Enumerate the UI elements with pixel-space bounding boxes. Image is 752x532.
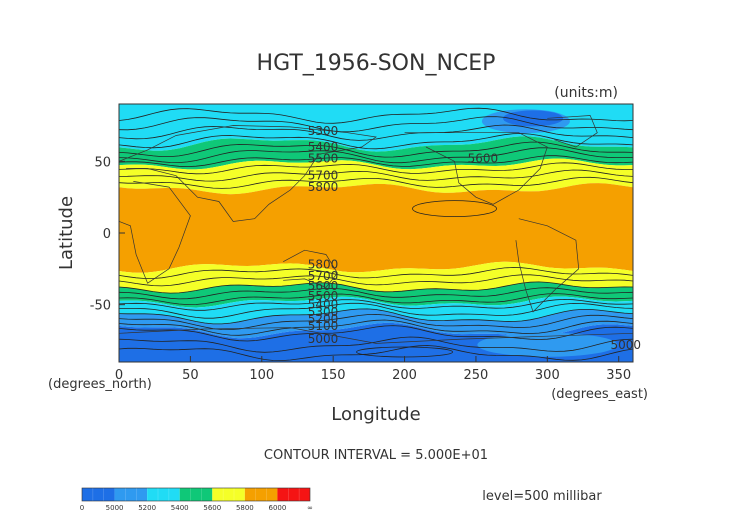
colorbar-label: 6000 — [269, 504, 287, 512]
contour-label: 5500 — [308, 289, 339, 303]
contour-line — [119, 319, 633, 336]
contour-line — [119, 267, 633, 279]
contour-line — [119, 274, 633, 287]
y-tick-label: 0 — [103, 227, 111, 242]
color-bands — [119, 104, 633, 362]
contour-line — [119, 155, 633, 168]
contour-line — [119, 107, 633, 124]
contour-label: 5600 — [308, 279, 339, 293]
contour-label: 5000 — [308, 332, 339, 346]
coastline — [515, 218, 580, 313]
colorbar-segment — [212, 488, 245, 501]
contour-line — [119, 302, 633, 319]
coastline — [119, 181, 191, 284]
colorbar-frame — [81, 487, 311, 502]
contour-label: 5100 — [308, 319, 339, 333]
contour-label: 5700 — [308, 269, 339, 283]
x-tick-label: 0 — [115, 368, 123, 383]
contour-line — [119, 336, 633, 353]
x-axis-label: Longitude — [331, 404, 421, 425]
contour-label: 5400 — [308, 140, 339, 154]
contour-line — [119, 281, 633, 294]
colorbar-segment — [244, 488, 278, 501]
contour-label: 5600 — [468, 151, 499, 165]
color-band — [119, 308, 633, 339]
contour-label: 5300 — [308, 305, 339, 319]
x-tick-label: 100 — [249, 368, 274, 383]
contour-label: 5800 — [308, 258, 339, 272]
contour-line — [119, 308, 633, 325]
x-unit-label: (degrees_east) — [551, 387, 648, 402]
coastlines — [119, 115, 633, 344]
level-note: level=500 millibar — [482, 489, 602, 504]
contour-line — [119, 293, 633, 306]
chart-title: HGT_1956-SON_NCEP — [257, 51, 496, 76]
x-tick-label: 250 — [464, 368, 489, 383]
coastline — [119, 125, 377, 222]
colorbar-segment — [277, 488, 310, 501]
y-axis-ticks: -50 0 50 — [90, 155, 125, 314]
x-tick-label: 200 — [392, 368, 417, 383]
contour-line — [119, 169, 633, 182]
coastline — [404, 132, 548, 205]
contour-label: 5000 — [610, 338, 641, 352]
contour-line — [119, 313, 633, 331]
color-band — [119, 183, 633, 273]
contour-line — [119, 325, 633, 342]
x-tick-label: 350 — [606, 368, 631, 383]
colorbar: 0 5000 5200 5400 5600 5800 6000 ∞ — [80, 487, 313, 512]
contour-label: 5200 — [308, 312, 339, 326]
colorbar-label: 5200 — [138, 504, 156, 512]
coastline — [119, 327, 633, 344]
contour-line — [119, 176, 633, 189]
contour-line — [119, 141, 633, 158]
x-tick-label: 50 — [182, 368, 199, 383]
contour-label: 5500 — [308, 151, 339, 165]
y-axis-label: Latitude — [56, 196, 77, 270]
colorbar-segment — [82, 488, 115, 501]
colorbar-label: 5600 — [203, 504, 221, 512]
contour-closed — [412, 200, 497, 218]
colorbar-label: 5800 — [236, 504, 254, 512]
colorbar-segment — [114, 488, 148, 501]
colorbar-label: 5400 — [171, 504, 189, 512]
contour-label: 5400 — [308, 298, 339, 312]
colorbar-label: ∞ — [307, 504, 313, 512]
contour-interval-note: CONTOUR INTERVAL = 5.000E+01 — [264, 448, 488, 463]
coastline — [283, 249, 338, 288]
antarctic-rim — [477, 332, 618, 357]
contour-line — [119, 124, 633, 141]
colorbar-segment — [179, 488, 213, 501]
colorbar-label: 0 — [80, 504, 84, 512]
colorbar-segment — [147, 488, 180, 501]
y-tick-label: -50 — [90, 299, 111, 314]
x-tick-label: 300 — [535, 368, 560, 383]
x-axis-ticks: 0 50 100 150 200 250 300 350 — [115, 356, 631, 383]
coastline — [547, 115, 598, 148]
units-label: (units:m) — [554, 85, 618, 101]
contour-line — [119, 133, 633, 150]
contour-line — [119, 298, 633, 311]
contour-label: 5300 — [308, 124, 339, 138]
colorbar-label: 5000 — [106, 504, 124, 512]
y-tick-label: 50 — [94, 155, 111, 170]
y-unit-label: (degrees_north) — [48, 377, 152, 392]
x-tick-label: 150 — [321, 368, 346, 383]
contour-label: 5700 — [308, 169, 339, 183]
contour-label: 5800 — [308, 180, 339, 194]
contour-line — [119, 116, 633, 133]
contour-line — [119, 287, 633, 300]
contour-line — [119, 162, 633, 175]
